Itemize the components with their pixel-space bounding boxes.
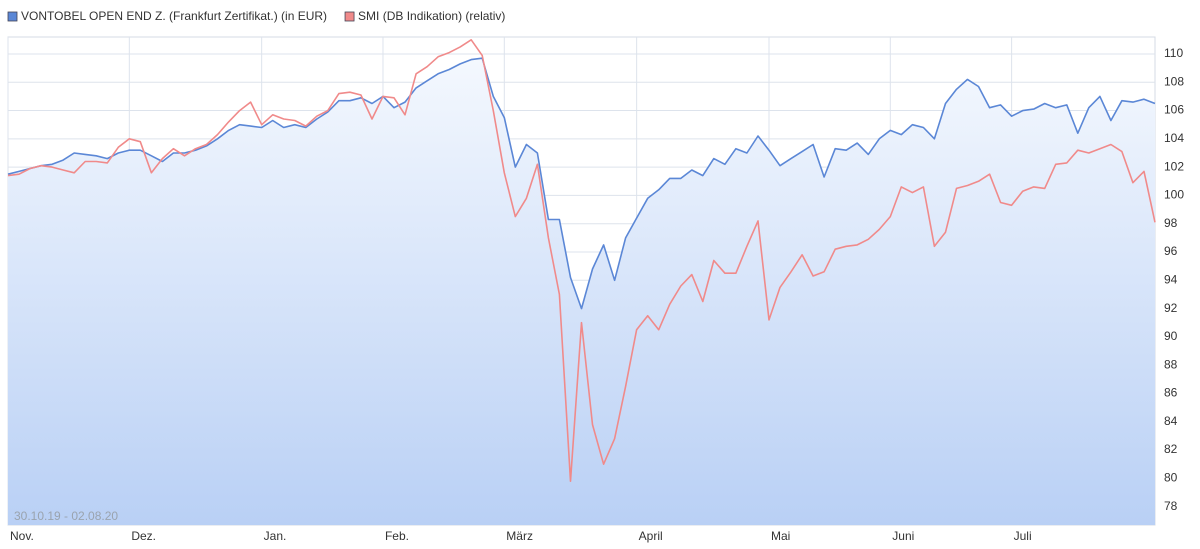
legend-entry: VONTOBEL OPEN END Z. (Frankfurt Zertifik… — [21, 9, 327, 23]
y-tick-label: 96 — [1164, 244, 1178, 258]
y-tick-label: 98 — [1164, 216, 1178, 230]
line — [7, 39, 1156, 482]
y-tick-label: 104 — [1164, 131, 1184, 145]
y-tick-label: 90 — [1164, 329, 1178, 343]
x-tick-label: Nov. — [10, 529, 34, 543]
y-tick-label: 86 — [1164, 386, 1178, 400]
y-tick-label: 84 — [1164, 414, 1178, 428]
y-tick-label: 100 — [1164, 188, 1184, 202]
legend-entry: SMI (DB Indikation) (relativ) — [358, 9, 505, 23]
area — [8, 58, 1155, 525]
y-tick-label: 110 — [1164, 46, 1183, 60]
x-tick-label: Feb. — [385, 529, 409, 543]
y-tick-label: 80 — [1164, 470, 1178, 484]
line — [7, 57, 1156, 310]
x-tick-label: Jan. — [264, 529, 287, 543]
y-tick-label: 82 — [1164, 442, 1178, 456]
date-range-annotation: 30.10.19 - 02.08.20 — [14, 509, 118, 523]
y-tick-label: 106 — [1164, 103, 1184, 117]
y-tick-label: 108 — [1164, 74, 1184, 88]
y-tick-label: 88 — [1164, 357, 1178, 371]
x-tick-label: März — [506, 529, 533, 543]
x-tick-label: April — [639, 529, 663, 543]
y-tick-label: 94 — [1164, 272, 1178, 286]
y-tick-label: 78 — [1164, 499, 1178, 513]
legend-swatch — [344, 11, 355, 22]
x-tick-label: Dez. — [131, 529, 156, 543]
y-tick-label: 102 — [1164, 159, 1184, 173]
legend-swatch — [7, 11, 18, 22]
x-tick-label: Juli — [1014, 529, 1032, 543]
x-tick-label: Juni — [892, 529, 914, 543]
y-tick-label: 92 — [1164, 301, 1178, 315]
x-tick-label: Mai — [771, 529, 790, 543]
